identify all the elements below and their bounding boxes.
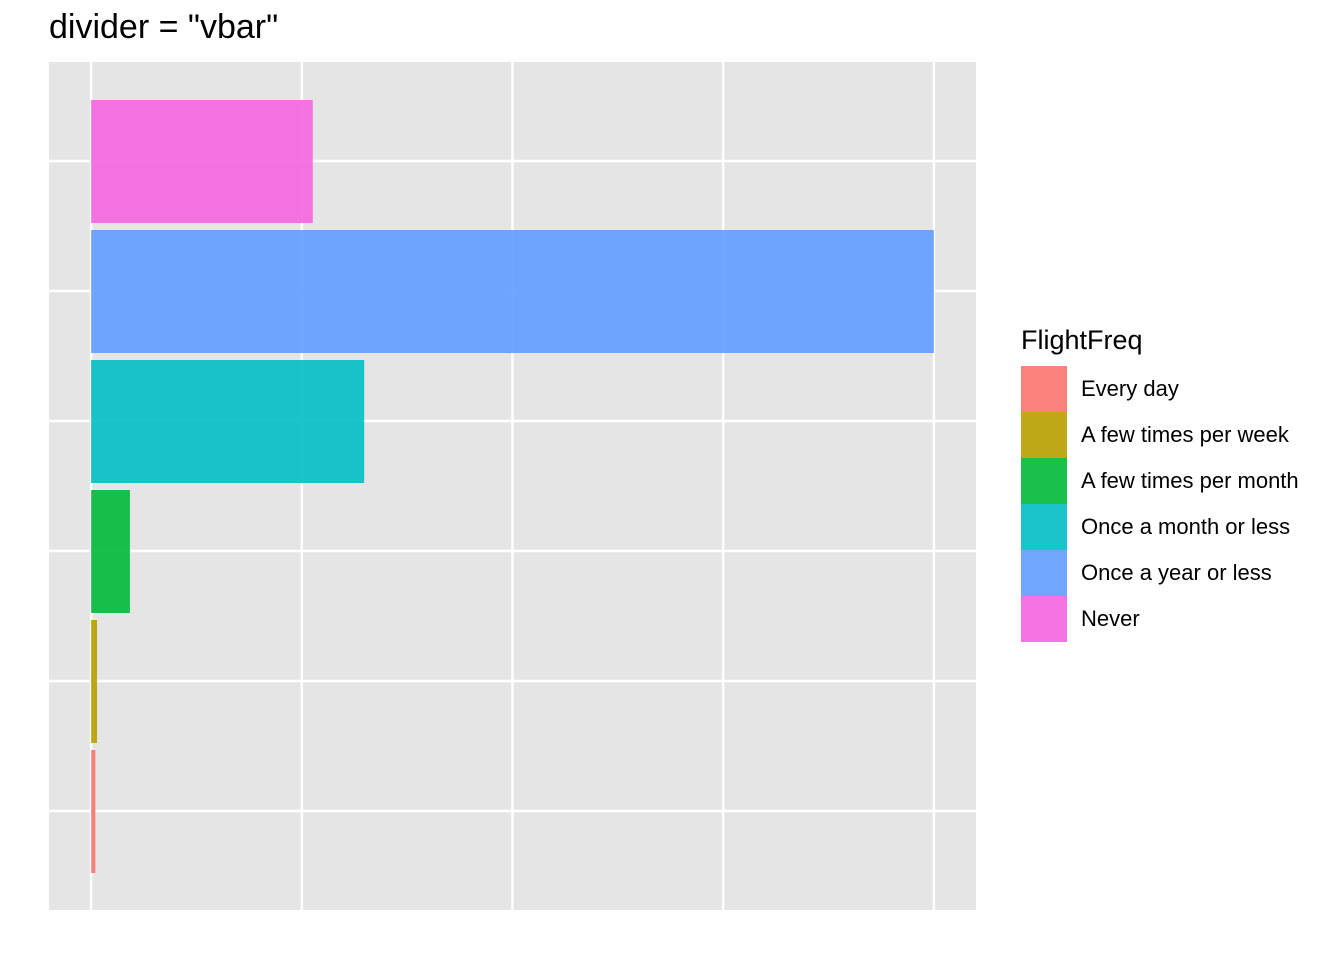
legend-item: Every day xyxy=(1021,366,1299,412)
legend-label: Every day xyxy=(1081,376,1179,401)
legend-key xyxy=(1021,504,1067,550)
legend-key xyxy=(1021,596,1067,642)
legend: FlightFreq Every day A few times per week… xyxy=(1021,325,1299,642)
legend-label: Never xyxy=(1081,606,1140,631)
legend-label: Once a year or less xyxy=(1081,560,1272,585)
legend-item: A few times per week xyxy=(1021,412,1299,458)
legend-key xyxy=(1021,366,1067,412)
legend-item: Once a month or less xyxy=(1021,504,1299,550)
bar-a-few-times-per-month xyxy=(91,490,130,613)
bar-every-day xyxy=(91,750,96,873)
legend-key xyxy=(1021,412,1067,458)
bar-once-a-month-or-less xyxy=(91,360,365,483)
legend-item: A few times per month xyxy=(1021,458,1299,504)
legend-items: Every day A few times per week A few times… xyxy=(1021,366,1299,642)
legend-key xyxy=(1021,550,1067,596)
legend-label: A few times per month xyxy=(1081,468,1299,493)
bar-never xyxy=(91,100,313,223)
legend-item: Never xyxy=(1021,596,1299,642)
plot-area xyxy=(49,62,976,910)
chart-title: divider = "vbar" xyxy=(49,8,279,46)
legend-label: Once a month or less xyxy=(1081,514,1291,539)
legend-label: A few times per week xyxy=(1081,422,1289,447)
bar-a-few-times-per-week xyxy=(91,620,98,743)
legend-key xyxy=(1021,458,1067,504)
bars xyxy=(91,100,934,873)
bar-once-a-year-or-less xyxy=(91,230,934,353)
legend-item: Once a year or less xyxy=(1021,550,1299,596)
legend-title: FlightFreq xyxy=(1021,325,1143,355)
